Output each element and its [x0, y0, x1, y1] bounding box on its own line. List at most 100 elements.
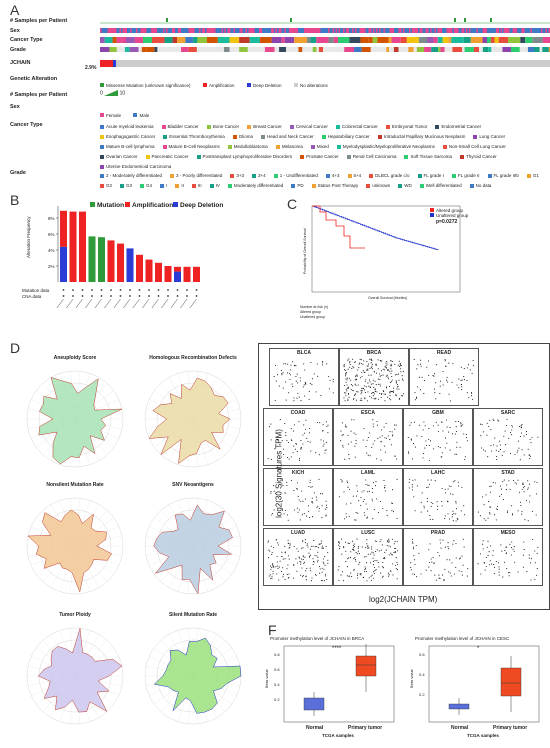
scatter-point: [342, 435, 343, 436]
scatter-point: [342, 480, 343, 481]
scatter-point: [461, 367, 462, 368]
scatter-point: [306, 579, 307, 580]
scatter-point: [310, 451, 311, 452]
bar-deletion: [60, 247, 67, 282]
scatter-point: [389, 392, 390, 393]
scatter-point: [464, 368, 465, 369]
scatter-point: [506, 489, 507, 490]
scatter-point: [350, 503, 351, 504]
scatter-point: [529, 455, 530, 456]
scatter-point: [357, 369, 358, 370]
scatter-point: [488, 555, 489, 556]
scatter-point: [345, 551, 346, 552]
scatter-point: [363, 501, 364, 502]
scatter-point: [304, 384, 305, 385]
scatter-point: [371, 546, 372, 547]
scatter-point: [299, 460, 300, 461]
scatter-point: [411, 422, 412, 423]
legend-grade: Well differentiated: [420, 183, 462, 189]
scatter-point: [456, 508, 457, 509]
scatter-point: [270, 574, 271, 575]
scatter-point: [364, 569, 365, 570]
f-xlabel: TCGA samples: [467, 733, 499, 738]
scatter-point: [461, 389, 462, 390]
scatter-point: [281, 374, 282, 375]
scatter-point: [287, 364, 288, 365]
scatter-point: [339, 548, 340, 549]
scatter-point: [458, 485, 459, 486]
scatter-point: [490, 492, 491, 493]
scatter-point: [300, 440, 301, 441]
scatter-point: [352, 390, 353, 391]
scatter-point: [272, 552, 273, 553]
scatter-point: [367, 370, 368, 371]
scatter-point: [275, 566, 276, 567]
scatter-point: [277, 568, 278, 569]
scatter-point: [322, 546, 323, 547]
scatter-point: [397, 550, 398, 551]
scatter-point: [394, 548, 395, 549]
f-ytick: 0.4: [419, 672, 425, 677]
scatter-point: [301, 490, 302, 491]
scatter-point: [448, 432, 449, 433]
scatter-point: [526, 500, 527, 501]
scatter-point: [351, 442, 352, 443]
scatter-point: [430, 519, 431, 520]
scatter-point: [283, 513, 284, 514]
scatter-point: [495, 482, 496, 483]
scatter-point: [273, 571, 274, 572]
scatter-point: [286, 400, 287, 401]
scatter-point: [356, 496, 357, 497]
scatter-point: [338, 580, 339, 581]
scatter-point: [521, 514, 522, 515]
scatter-point: [450, 450, 451, 451]
scatter-point: [271, 491, 272, 492]
legend-cancer-type: Non-Small Cell Lung Cancer: [443, 144, 506, 150]
scatter-point: [485, 494, 486, 495]
scatter-point: [438, 425, 439, 426]
scatter-point: [354, 394, 355, 395]
scatter-point: [393, 552, 394, 553]
scatter-point: [411, 440, 412, 441]
scatter-point: [364, 515, 365, 516]
scatter-point: [317, 552, 318, 553]
scatter-point: [384, 446, 385, 447]
scatter-point: [347, 575, 348, 576]
b-category-tick: [140, 299, 150, 308]
scatter-point: [484, 518, 485, 519]
scatter-point: [390, 546, 391, 547]
scatter-point: [356, 374, 357, 375]
scatter-point: [368, 365, 369, 366]
scatter-point: [349, 362, 350, 363]
scatter-point: [282, 372, 283, 373]
scatter-point: [421, 512, 422, 513]
scatter-point: [339, 546, 340, 547]
scatter-point: [307, 441, 308, 442]
scatter-point: [347, 400, 348, 401]
scatter-point: [362, 491, 363, 492]
scatter-point: [384, 557, 385, 558]
scatter-point: [429, 562, 430, 563]
scatter-point: [384, 366, 385, 367]
scatter-point: [305, 539, 306, 540]
scatter-point: [374, 371, 375, 372]
scatter-point: [269, 426, 270, 427]
scatter-point: [342, 445, 343, 446]
b-category-tick: [149, 299, 159, 308]
f-xlabel: TCGA samples: [322, 733, 354, 738]
scatter-point: [284, 546, 285, 547]
scatter-point: [384, 487, 385, 488]
scatter-point: [322, 580, 323, 581]
scatter-point: [289, 459, 290, 460]
scatter-point: [324, 444, 325, 445]
scatter-point: [442, 452, 443, 453]
scatter-point: [326, 515, 327, 516]
scatter-point: [272, 563, 273, 564]
scatter-point: [363, 428, 364, 429]
scatter-title: MESO: [474, 530, 542, 536]
scatter-point: [345, 378, 346, 379]
scatter-point: [434, 389, 435, 390]
legend-grade: 3 - Poorly differentiated: [170, 173, 222, 179]
scatter-point: [387, 541, 388, 542]
scatter-point: [368, 554, 369, 555]
